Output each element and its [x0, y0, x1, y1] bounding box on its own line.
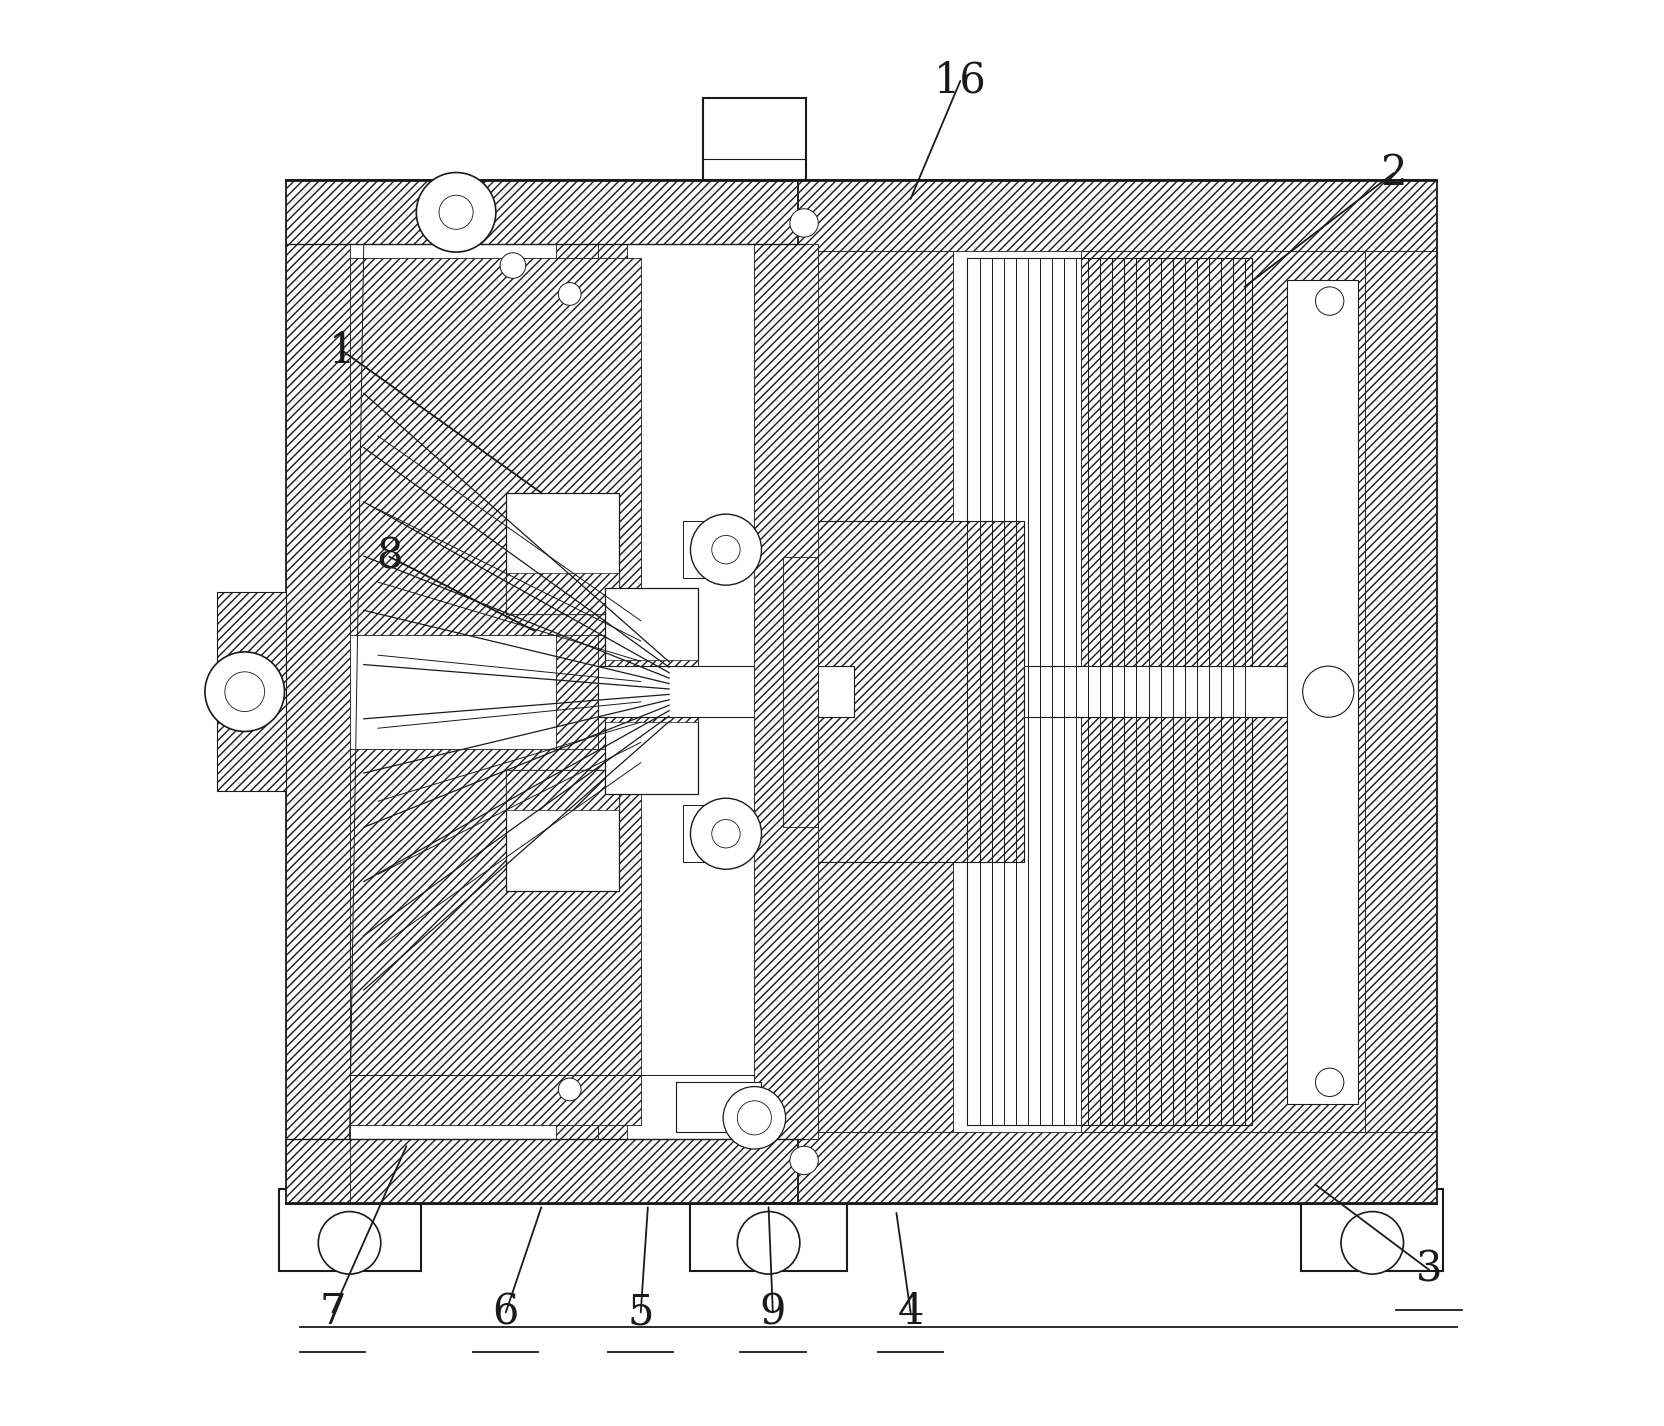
Circle shape: [557, 282, 581, 305]
Bar: [782, 556, 817, 827]
Circle shape: [737, 1101, 770, 1135]
Bar: [506, 573, 619, 613]
Bar: [967, 258, 1251, 1125]
Bar: [1080, 251, 1364, 1132]
Circle shape: [439, 195, 473, 230]
Circle shape: [711, 535, 740, 563]
Bar: [754, 1132, 1436, 1204]
Bar: [702, 98, 805, 180]
Bar: [218, 592, 286, 791]
Circle shape: [722, 1087, 785, 1149]
Circle shape: [711, 820, 740, 848]
Bar: [754, 180, 1436, 251]
Bar: [606, 588, 697, 794]
Text: 7: 7: [319, 1292, 346, 1333]
Bar: [769, 666, 797, 717]
Text: 5: 5: [627, 1292, 654, 1333]
Circle shape: [225, 672, 265, 712]
Circle shape: [1315, 1068, 1343, 1097]
Bar: [506, 770, 619, 810]
Bar: [349, 749, 641, 1125]
Text: 16: 16: [934, 60, 987, 101]
Bar: [349, 1139, 797, 1204]
Text: 8: 8: [376, 536, 403, 578]
Text: 3: 3: [1414, 1249, 1441, 1291]
Bar: [1286, 279, 1358, 1104]
Circle shape: [789, 1147, 817, 1175]
Bar: [286, 1139, 797, 1204]
Circle shape: [691, 799, 760, 870]
Bar: [1301, 1189, 1443, 1271]
Bar: [1298, 632, 1358, 752]
Bar: [1364, 251, 1436, 1132]
Text: 2: 2: [1379, 153, 1406, 194]
Bar: [506, 770, 619, 891]
Bar: [797, 522, 1023, 863]
Circle shape: [789, 208, 817, 237]
Bar: [691, 1189, 847, 1271]
Bar: [597, 666, 854, 717]
Bar: [278, 1189, 421, 1271]
Bar: [556, 244, 597, 1139]
Bar: [754, 244, 817, 1139]
Circle shape: [205, 652, 285, 732]
Circle shape: [1340, 1212, 1403, 1273]
Bar: [1023, 666, 1358, 717]
Circle shape: [1315, 287, 1343, 315]
Bar: [754, 180, 1436, 1204]
Bar: [349, 258, 641, 635]
Text: 6: 6: [493, 1292, 519, 1333]
Bar: [676, 1082, 760, 1132]
Bar: [286, 180, 797, 1204]
Text: 1: 1: [329, 329, 356, 372]
Circle shape: [416, 173, 496, 252]
Text: 4: 4: [897, 1292, 924, 1333]
Bar: [606, 660, 697, 722]
Text: 9: 9: [759, 1292, 785, 1333]
Circle shape: [1301, 666, 1353, 717]
Circle shape: [318, 1212, 381, 1273]
Bar: [286, 180, 797, 244]
Bar: [682, 806, 740, 863]
Bar: [286, 244, 349, 1139]
Circle shape: [499, 252, 526, 278]
Bar: [797, 251, 953, 1132]
Circle shape: [737, 1212, 799, 1273]
Bar: [682, 522, 740, 578]
Bar: [754, 251, 797, 1132]
Circle shape: [557, 1078, 581, 1101]
Circle shape: [691, 515, 760, 585]
Bar: [597, 244, 626, 1139]
Bar: [506, 493, 619, 613]
